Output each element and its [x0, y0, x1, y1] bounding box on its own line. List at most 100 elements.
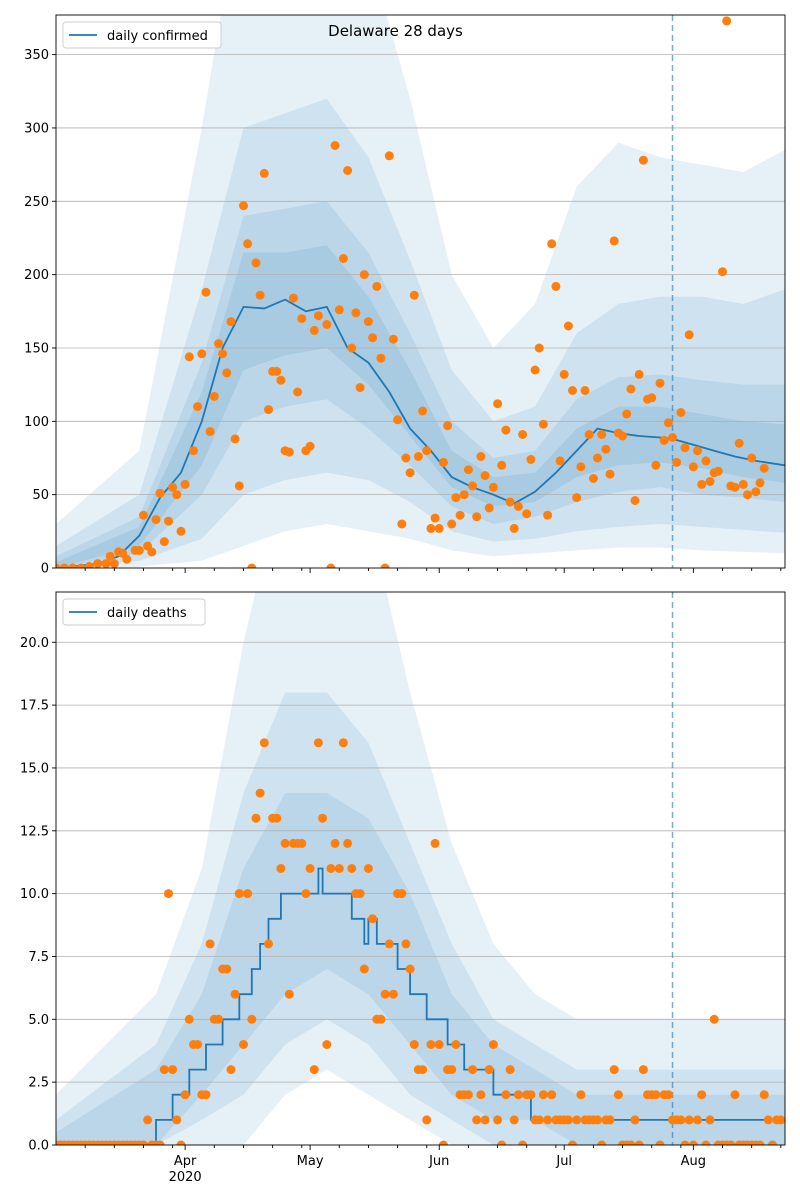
- data-point: [493, 399, 503, 409]
- deaths-legend-box: [62, 598, 206, 626]
- data-point: [393, 415, 403, 425]
- confirmed-x-axis: [84, 568, 782, 573]
- data-point: [605, 469, 615, 479]
- data-point: [139, 1140, 148, 1145]
- data-point: [455, 510, 465, 520]
- deaths-gridlines: [56, 641, 785, 1083]
- data-point: [155, 1140, 165, 1145]
- data-point: [755, 478, 765, 488]
- data-point: [443, 421, 453, 431]
- data-point: [476, 1090, 486, 1100]
- data-point: [422, 1115, 432, 1125]
- data-point: [59, 563, 69, 568]
- data-point: [322, 320, 332, 329]
- data-point: [338, 254, 348, 263]
- data-point: [405, 468, 415, 478]
- data-point: [734, 438, 744, 448]
- confirmed-gridlines: [56, 54, 785, 496]
- data-point: [84, 562, 94, 568]
- data-point: [151, 515, 161, 525]
- data-point: [743, 490, 752, 500]
- deaths-x-axis: Apr 2020 May Jun Jul Aug: [84, 1145, 782, 1185]
- x-tick-label: Apr 2020: [169, 1154, 202, 1185]
- data-point: [330, 838, 340, 848]
- data-point: [168, 482, 178, 492]
- y-tick-label: 20.0: [20, 636, 49, 651]
- data-point: [251, 813, 261, 823]
- data-point: [505, 1065, 515, 1075]
- data-point: [313, 311, 323, 321]
- confirmed-points: [56, 16, 769, 568]
- deaths-chart: 0.0 2.5 5.0 7.5 10.0 12.5 15.0 17.5 20.0 Apr 2020…: [20, 591, 786, 1185]
- y-tick-label: 7.5: [28, 950, 49, 965]
- y-tick-label: 15.0: [20, 761, 49, 776]
- data-point: [297, 314, 307, 324]
- deaths-points: [56, 738, 785, 1145]
- data-point: [422, 446, 432, 456]
- data-point: [355, 889, 365, 899]
- data-point: [159, 1065, 169, 1075]
- data-point: [284, 447, 294, 457]
- data-point: [547, 239, 557, 249]
- data-point: [209, 391, 219, 401]
- data-point: [755, 1140, 765, 1145]
- data-point: [426, 523, 436, 533]
- data-point: [597, 430, 607, 439]
- data-point: [459, 490, 469, 500]
- data-point: [730, 1090, 740, 1100]
- data-point: [255, 788, 265, 798]
- data-point: [301, 889, 311, 899]
- data-point: [326, 864, 336, 873]
- data-point: [176, 526, 186, 536]
- data-point: [272, 366, 282, 376]
- data-point: [480, 471, 490, 481]
- data-point: [776, 1115, 785, 1125]
- deaths-uncertainty-bands: [56, 592, 785, 1145]
- data-point: [143, 1115, 153, 1125]
- data-point: [747, 453, 757, 463]
- confirmed-chart-title: Delaware 28 days: [328, 22, 463, 40]
- deaths-legend-label: daily deaths: [107, 606, 187, 621]
- data-point: [472, 1115, 482, 1125]
- data-point: [688, 462, 698, 472]
- data-point: [484, 1065, 494, 1075]
- data-point: [205, 427, 215, 437]
- data-point: [105, 551, 115, 561]
- data-point: [518, 430, 528, 439]
- data-point: [305, 864, 315, 873]
- data-point: [472, 512, 482, 522]
- data-point: [676, 408, 686, 417]
- data-point: [234, 481, 244, 491]
- data-point: [738, 479, 748, 489]
- data-point: [488, 1040, 498, 1049]
- data-point: [688, 1140, 698, 1145]
- data-point: [259, 168, 269, 178]
- series-line: [56, 867, 785, 1145]
- data-point: [601, 444, 611, 454]
- data-point: [655, 1140, 665, 1145]
- data-point: [164, 516, 173, 526]
- data-point: [343, 838, 353, 848]
- data-point: [730, 482, 740, 492]
- data-point: [293, 387, 303, 397]
- data-point: [468, 481, 478, 491]
- data-point: [247, 1014, 257, 1024]
- confirmed-plot-frame: [55, 14, 786, 569]
- confirmed-legend-label: daily confirmed: [107, 29, 208, 44]
- data-point: [518, 1140, 528, 1145]
- data-point: [538, 419, 548, 429]
- data-point: [239, 201, 248, 211]
- data-point: [476, 452, 486, 461]
- data-point: [230, 989, 240, 999]
- data-point: [334, 864, 344, 873]
- data-point: [376, 353, 386, 363]
- data-point: [243, 889, 253, 899]
- data-point: [638, 155, 648, 165]
- data-point: [638, 1065, 648, 1075]
- data-point: [672, 457, 682, 467]
- uncertainty-band-2: [56, 201, 785, 568]
- data-point: [313, 738, 323, 748]
- data-point: [726, 1140, 736, 1145]
- data-point: [201, 1090, 211, 1100]
- data-point: [447, 519, 457, 529]
